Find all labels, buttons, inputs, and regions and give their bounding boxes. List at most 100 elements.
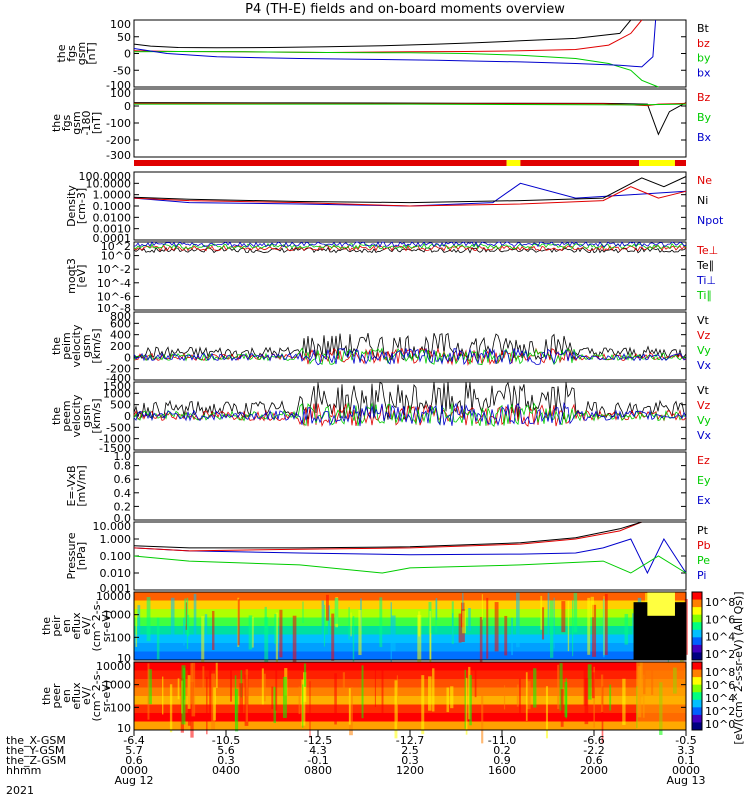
- colorbar-frame: [691, 591, 703, 661]
- heatmap-streak: [327, 605, 330, 641]
- y-axis-label: eflux: [70, 682, 83, 710]
- heatmap-band: [134, 617, 686, 627]
- series-line: [133, 347, 687, 366]
- heatmap-band: [134, 721, 686, 731]
- series-line: [133, 403, 687, 428]
- x-tick-label: 2.5: [401, 744, 419, 757]
- y-axis-label: [cm-3]: [75, 188, 88, 224]
- heatmap-band: [134, 626, 686, 635]
- heatmap-streak: [348, 607, 350, 640]
- heatmap-streak: [206, 676, 208, 735]
- legend-entry: Vx: [697, 429, 712, 442]
- heatmap-streak: [213, 687, 216, 721]
- panel-frame: [133, 88, 687, 158]
- heatmap-streak: [450, 686, 454, 709]
- heatmap-streak: [458, 613, 462, 643]
- legend-entry: Te⊥: [696, 244, 718, 257]
- heatmap-streak: [462, 610, 466, 634]
- y-tick-label: 10^-6: [97, 290, 131, 303]
- colorbar-tick-label: 10^2: [705, 648, 735, 661]
- heatmap-streak: [187, 675, 191, 709]
- y-tick-label: 800: [110, 310, 131, 323]
- heatmap-streak: [282, 676, 287, 718]
- heatmap-streak: [162, 676, 164, 715]
- heatmap-band: [134, 679, 686, 688]
- legend-entry: Ti∥: [696, 289, 712, 302]
- heatmap-streak: [156, 617, 160, 660]
- heatmap-streak: [234, 675, 237, 722]
- y-axis-label: gsm: [70, 111, 83, 134]
- x-tick-label: -6.6: [583, 734, 604, 747]
- y-axis-label: the: [40, 687, 53, 705]
- heatmap-streak: [261, 668, 264, 705]
- heatmap-streak: [600, 674, 604, 712]
- y-tick-label: -500: [106, 421, 131, 434]
- heatmap-streak: [264, 606, 267, 629]
- y-tick-label: 10000: [96, 590, 131, 603]
- heatmap-spot: [636, 662, 686, 730]
- heatmap-streak: [292, 615, 297, 670]
- y-tick-label: 10000: [96, 660, 131, 673]
- heatmap-streak: [361, 665, 364, 719]
- x-tick-label: -6.4: [123, 734, 144, 747]
- heatmap-streak: [212, 610, 215, 650]
- legend-entry: Ey: [697, 474, 711, 487]
- y-tick-label: -100: [106, 79, 131, 92]
- y-tick-label: -200: [106, 363, 131, 376]
- y-tick-label: -400: [106, 372, 131, 385]
- y-tick-label: 10^-4: [97, 277, 131, 290]
- legend-entry: Vx: [697, 359, 712, 372]
- colorbar-segment: [692, 629, 702, 638]
- x-tick-label: 5.7: [125, 744, 143, 757]
- heatmap-streak: [587, 597, 591, 655]
- y-tick-label: -50: [113, 64, 131, 77]
- heatmap-streak: [564, 681, 568, 718]
- heatmap-streak: [516, 592, 520, 648]
- y-tick-label: 10^-2: [97, 263, 131, 276]
- y-tick-label: 0.010: [100, 567, 132, 580]
- legend-entry: Npot: [697, 214, 724, 227]
- y-axis-label: the: [40, 617, 53, 635]
- y-tick-label: 10^-8: [97, 302, 131, 315]
- series-line: [133, 186, 687, 207]
- legend-entry: Vy: [697, 414, 711, 427]
- heatmap-streak: [349, 687, 353, 736]
- series-line: [133, 555, 687, 574]
- heatmap-streak: [609, 684, 612, 711]
- y-axis-label: peer: [50, 683, 63, 709]
- y-tick-label: 0.0100: [93, 211, 132, 224]
- heatmap-streak: [533, 668, 537, 708]
- legend-entry: Vt: [697, 314, 710, 327]
- y-tick-label: 500: [110, 399, 131, 412]
- heatmap-streak: [146, 597, 151, 642]
- heatmap-streak: [135, 613, 138, 647]
- heatmap-streak: [352, 616, 355, 662]
- heatmap-streak: [435, 597, 438, 620]
- heatmap-streak: [211, 673, 216, 731]
- heatmap-streak: [237, 599, 240, 646]
- heatmap-band: [134, 643, 686, 652]
- x-tick-label: 0.3: [401, 754, 419, 767]
- legend-entry: Vy: [697, 344, 711, 357]
- colorbar-tick-label: 10^2: [705, 705, 735, 718]
- legend-entry: Vt: [697, 384, 710, 397]
- colorbar-tick-label: 10^4: [705, 631, 735, 644]
- legend-entry: Bt: [697, 22, 710, 35]
- heatmap-streak: [624, 613, 629, 645]
- y-axis-label: Pressure: [65, 532, 78, 579]
- series-line: [133, 102, 687, 136]
- heatmap-streak: [263, 673, 266, 702]
- colorbar-label: [eV/(cm^2-s-sr-eV) (All Qs)]: [732, 591, 745, 744]
- y-tick-label: 100: [110, 87, 131, 100]
- heatmap-streak: [302, 684, 304, 728]
- heatmap-streak: [394, 680, 398, 739]
- heatmap-streak: [567, 600, 570, 652]
- heatmap-streak: [592, 672, 595, 699]
- legend-entry: Pb: [697, 539, 711, 552]
- heatmap-streak: [184, 598, 187, 625]
- y-tick-label: 0: [124, 410, 131, 423]
- colorbar-segment: [692, 677, 702, 686]
- y-tick-label: 100: [110, 701, 131, 714]
- heatmap-streak: [334, 598, 339, 624]
- y-tick-label: 1.0: [114, 450, 132, 463]
